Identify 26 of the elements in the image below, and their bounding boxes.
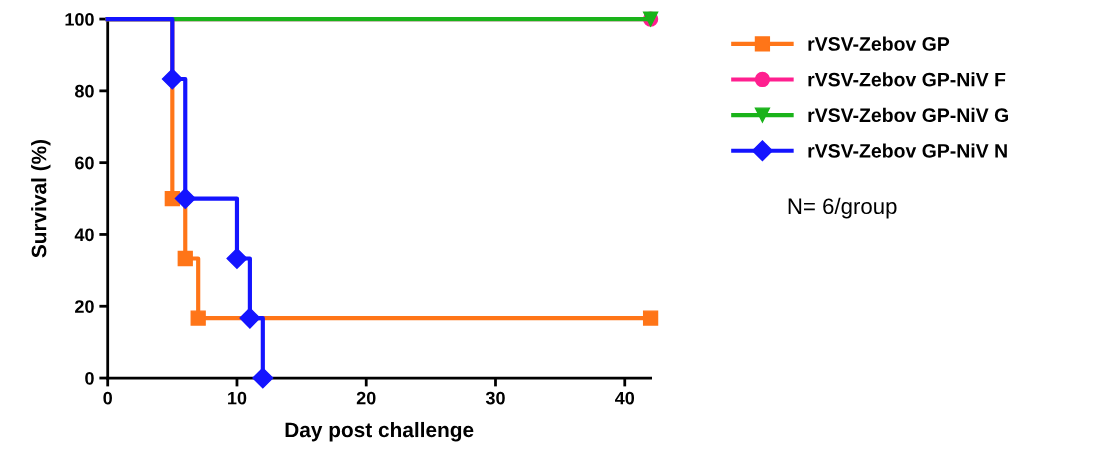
- point: [190, 310, 206, 326]
- point: [239, 307, 261, 329]
- y-axis-title: Survival (%): [31, 139, 51, 258]
- legend-label: rVSV-Zebov GP-NiV N: [808, 143, 1007, 158]
- point: [642, 310, 659, 326]
- legend-label: rVSV-Zebov GP-NiV F: [808, 72, 1006, 87]
- point: [177, 250, 193, 267]
- x-tick-label: 10: [228, 391, 247, 405]
- y-tick-label: 20: [75, 300, 94, 313]
- x-tick-label: 20: [356, 391, 376, 405]
- point: [161, 68, 183, 90]
- y-tick-label: 0: [85, 371, 94, 385]
- y-tick-label: 60: [75, 156, 94, 170]
- x-axis-title: Day post challenge: [285, 421, 474, 442]
- y-tick-label: 100: [65, 13, 94, 26]
- text: N= 6/group: [788, 197, 897, 219]
- y-tick-label: 80: [75, 84, 94, 98]
- point: [226, 247, 248, 270]
- point: [252, 367, 274, 389]
- y-tick-label: 40: [74, 228, 94, 242]
- point: [174, 188, 196, 210]
- x-tick-label: 0: [103, 391, 112, 405]
- legend-label: rVSV-Zebov GP-NiV G: [808, 107, 1008, 123]
- x-tick-label: 30: [485, 391, 505, 405]
- x-tick-label: 40: [614, 391, 635, 405]
- legend-label: rVSV-Zebov GP: [808, 36, 950, 51]
